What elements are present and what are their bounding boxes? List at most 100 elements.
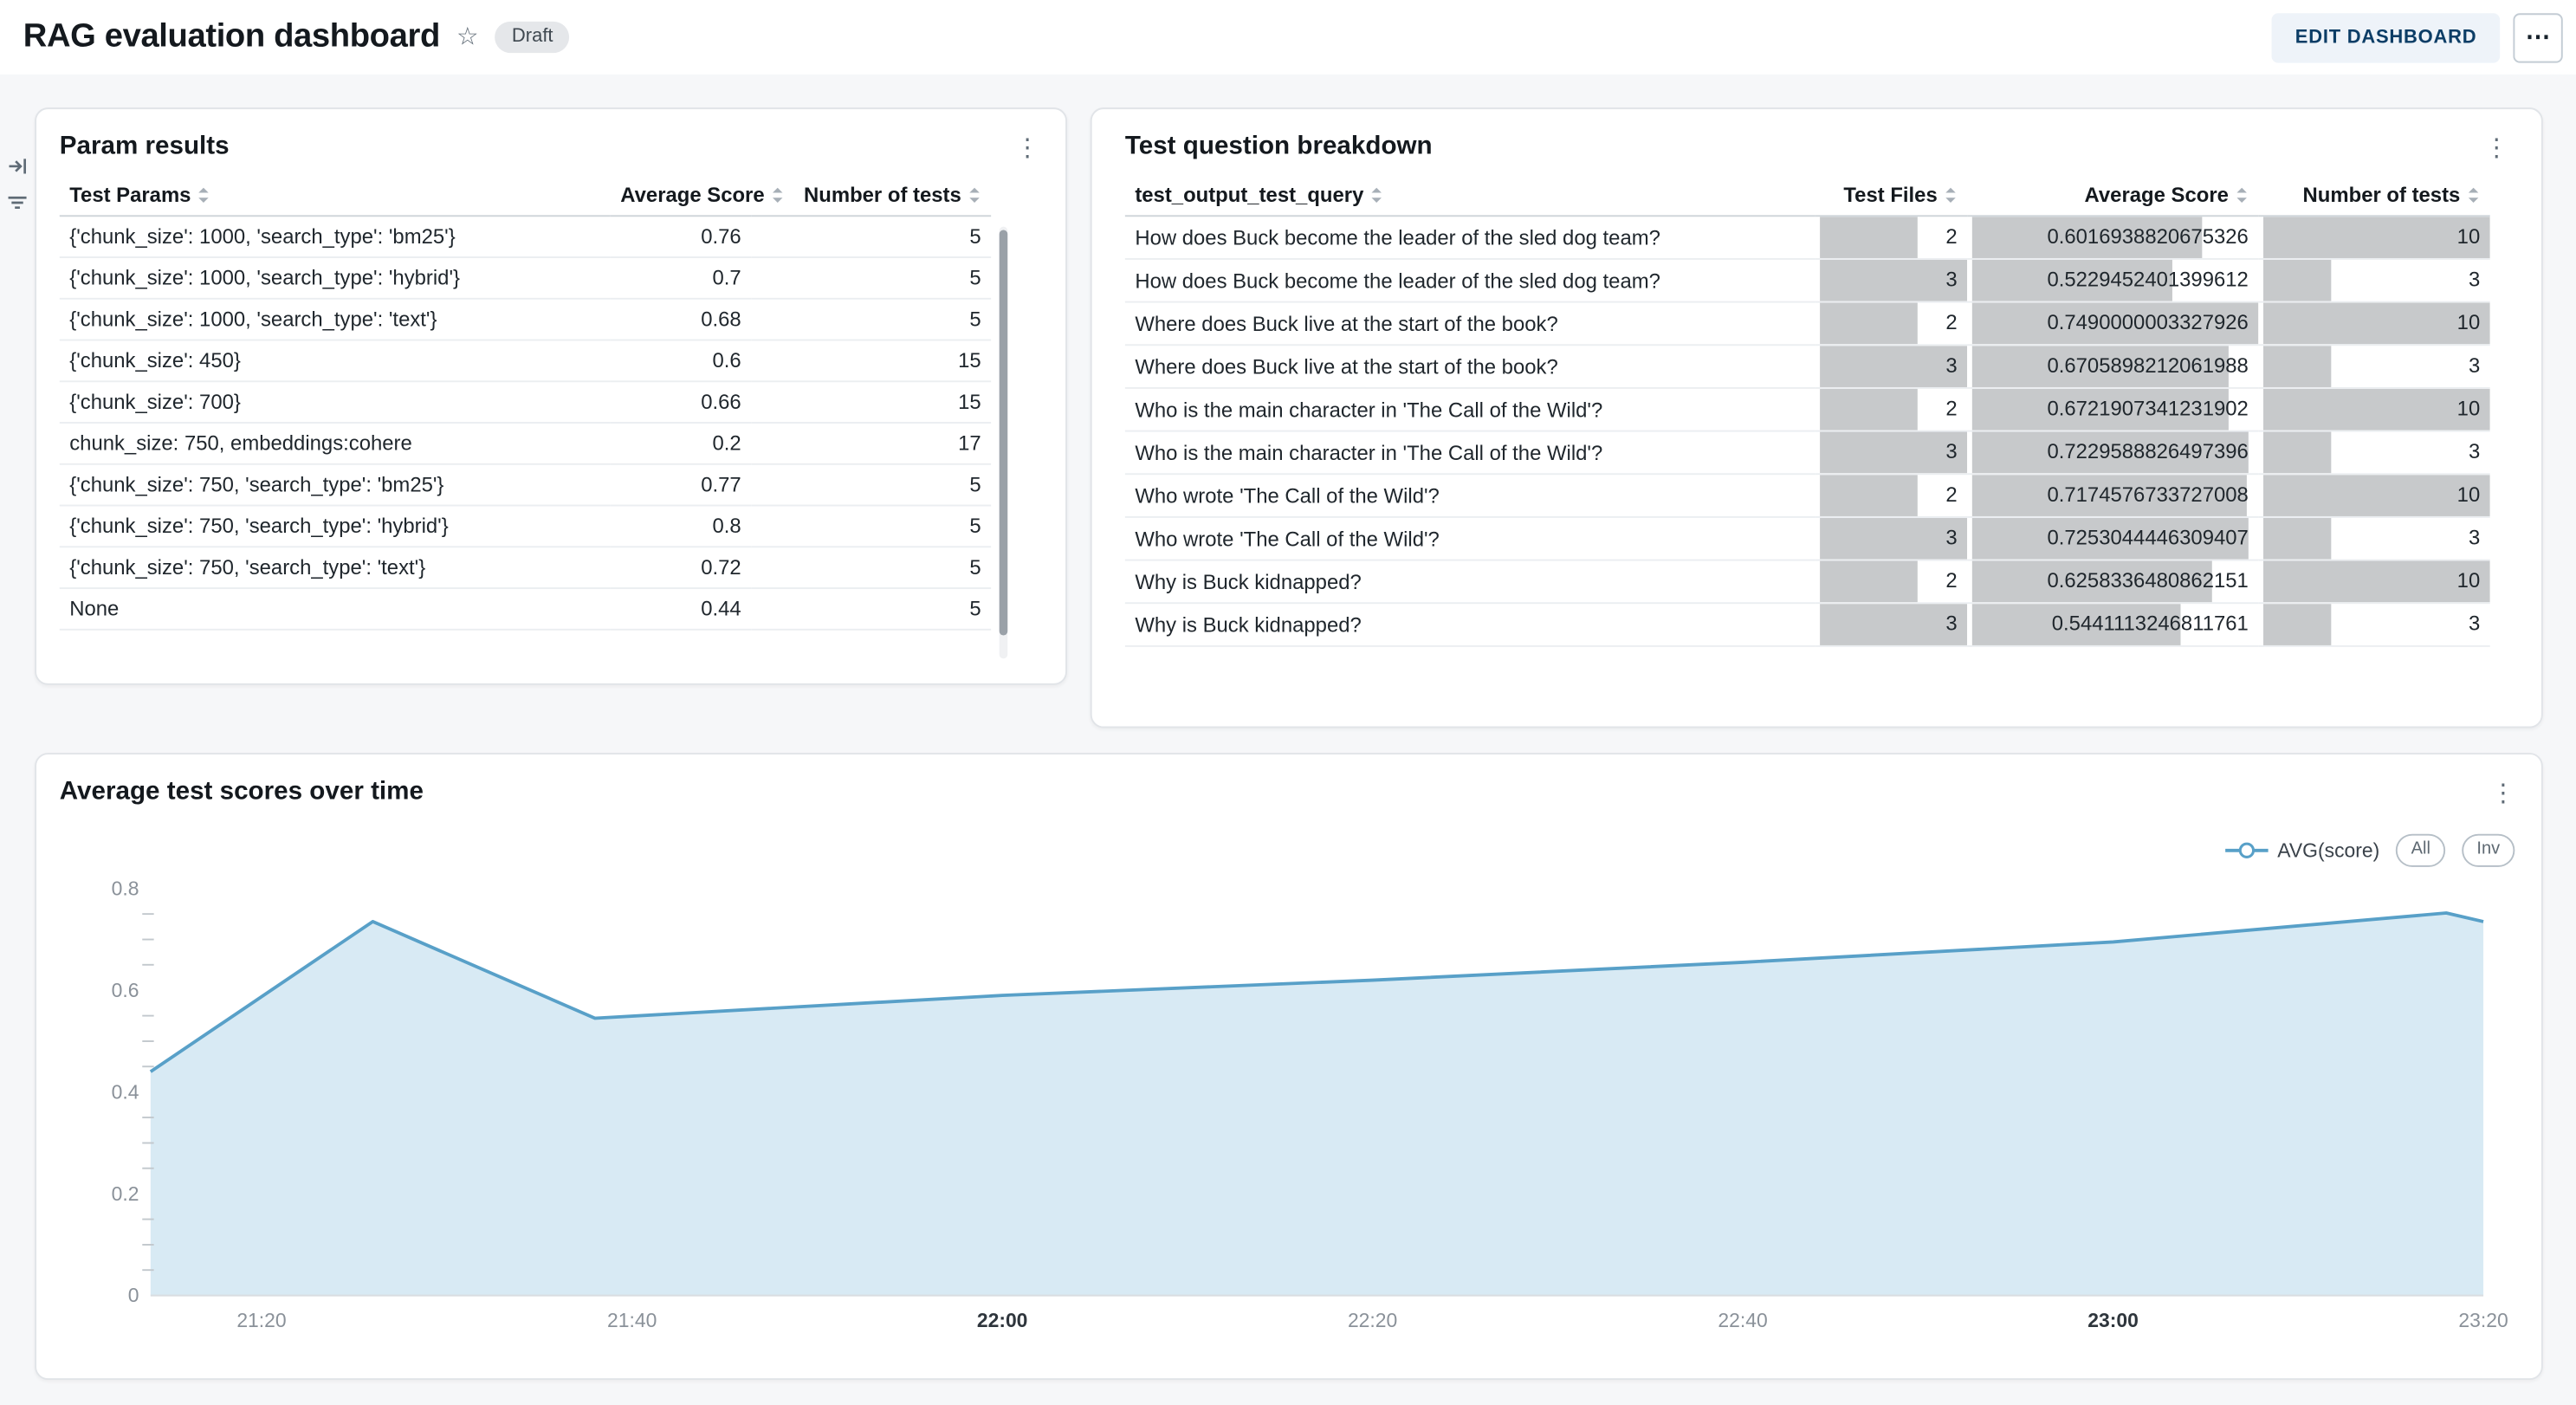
cell-number-of-tests: 5 <box>751 298 992 341</box>
table-row[interactable]: chunk_size: 750, embeddings:cohere 0.2 17 <box>59 423 992 465</box>
sort-icon <box>2236 187 2247 203</box>
column-header-number-of-tests[interactable]: Number of tests <box>2258 175 2490 217</box>
column-header-test-query[interactable]: test_output_test_query <box>1124 175 1815 217</box>
table-row[interactable]: {'chunk_size': 700} 0.66 15 <box>59 381 992 424</box>
cell-number-of-tests: 5 <box>751 588 992 631</box>
table-row[interactable]: Who wrote 'The Call of the Wild'? 2 0.7174… <box>1124 474 2490 518</box>
filter-icon[interactable] <box>7 192 29 214</box>
page-title: RAG evaluation dashboard <box>23 18 441 55</box>
value-bar <box>2263 560 2490 602</box>
cell-value: 3 <box>2468 440 2481 463</box>
table-row[interactable]: {'chunk_size': 750, 'search_type': 'hybr… <box>59 505 992 548</box>
value-bar <box>1971 388 2230 430</box>
table-row[interactable]: {'chunk_size': 1000, 'search_type': 'bm2… <box>59 216 992 258</box>
cell-value: 0.6721907341231902 <box>2047 397 2249 421</box>
cell-test-params: {'chunk_size': 1000, 'search_type': 'hyb… <box>59 257 611 300</box>
legend-inv-button[interactable]: Inv <box>2462 833 2515 867</box>
cell-value: 2 <box>1945 397 1958 421</box>
cell-number-of-tests: 5 <box>751 547 992 589</box>
value-bar <box>2263 604 2332 644</box>
cell-value: 10 <box>2456 311 2481 334</box>
cell-value: 3 <box>2468 526 2481 550</box>
cell-test-query: Why is Buck kidnapped? <box>1124 603 1815 647</box>
table-row[interactable]: Where does Buck live at the start of the… <box>1124 301 2490 346</box>
legend-item[interactable]: AVG(score) <box>2224 838 2379 862</box>
table-scrollbar-track[interactable] <box>999 226 1008 659</box>
value-bar <box>2263 302 2490 344</box>
column-header-average-score[interactable]: Average Score <box>1967 175 2259 217</box>
cell-value: 0.7490000003327926 <box>2047 311 2249 334</box>
kebab-menu-icon[interactable]: ⋮ <box>2490 778 2516 807</box>
table-row[interactable]: {'chunk_size': 750, 'search_type': 'bm25… <box>59 463 992 507</box>
scores-area-chart[interactable]: 0 0.2 0.4 0.6 0.8 21:20 21:40 22:00 22:20 22:40 23… <box>36 871 2541 1367</box>
table-row[interactable]: {'chunk_size': 1000, 'search_type': 'tex… <box>59 298 992 341</box>
cell-average-score: 0.72 <box>610 547 752 589</box>
cell-value: 3 <box>2468 353 2481 378</box>
cell-average-score: 0.6 <box>610 340 752 383</box>
value-bar <box>1820 560 1919 602</box>
cell-average-score: 0.6721907341231902 <box>1967 387 2259 432</box>
value-bar <box>1971 604 2180 644</box>
cell-number-of-tests: 10 <box>2258 560 2490 605</box>
cell-average-score: 0.7490000003327926 <box>1967 301 2259 346</box>
value-bar <box>2263 346 2332 387</box>
value-bar <box>1971 431 2249 473</box>
x-axis-label: 22:00 <box>977 1309 1028 1331</box>
table-row[interactable]: Who wrote 'The Call of the Wild'? 3 0.7253… <box>1124 516 2490 561</box>
table-row[interactable]: Why is Buck kidnapped? 2 0.625833648086215… <box>1124 560 2490 605</box>
sort-icon <box>969 187 980 203</box>
column-header-number-of-tests[interactable]: Number of tests <box>751 175 992 217</box>
cell-average-score: 0.6016938820675326 <box>1967 216 2259 260</box>
y-axis-label: 0.6 <box>112 979 139 1001</box>
more-options-button[interactable]: ⋯ <box>2513 12 2563 62</box>
table-row[interactable]: Who is the main character in 'The Call o… <box>1124 431 2490 476</box>
table-row[interactable]: How does Buck become the leader of the s… <box>1124 258 2490 303</box>
value-bar <box>1820 259 1968 301</box>
favorite-star-icon[interactable]: ☆ <box>456 23 479 52</box>
cell-test-query: Who is the main character in 'The Call o… <box>1124 387 1815 432</box>
table-row[interactable]: {'chunk_size': 450} 0.6 15 <box>59 340 992 383</box>
cell-test-query: How does Buck become the leader of the s… <box>1124 216 1815 260</box>
table-row[interactable]: How does Buck become the leader of the s… <box>1124 216 2490 260</box>
kebab-menu-icon[interactable]: ⋮ <box>1014 133 1040 162</box>
cell-average-score: 0.7174576733727008 <box>1967 474 2259 518</box>
cell-average-score: 0.8 <box>610 505 752 548</box>
cell-value: 3 <box>1945 440 1958 463</box>
cell-test-params: {'chunk_size': 750, 'search_type': 'text… <box>59 547 611 589</box>
cell-test-query: Who wrote 'The Call of the Wild'? <box>1124 474 1815 518</box>
cell-average-score: 0.7253044446309407 <box>1967 516 2259 561</box>
value-bar <box>2263 431 2332 473</box>
cell-average-score: 0.7229588826497396 <box>1967 431 2259 476</box>
cell-average-score: 0.6705898212061988 <box>1967 345 2259 389</box>
value-bar <box>1820 475 1919 515</box>
card-title: Average test scores over time <box>59 777 424 806</box>
table-row[interactable]: Who is the main character in 'The Call o… <box>1124 387 2490 432</box>
cell-test-files: 2 <box>1815 474 1968 518</box>
column-header-test-params[interactable]: Test Params <box>59 175 611 217</box>
expand-panel-icon[interactable] <box>7 156 29 178</box>
x-axis-label: 23:20 <box>2458 1309 2508 1331</box>
cell-value: 0.6705898212061988 <box>2047 353 2249 378</box>
cell-number-of-tests: 3 <box>2258 345 2490 389</box>
column-header-test-files[interactable]: Test Files <box>1815 175 1968 217</box>
legend-all-button[interactable]: All <box>2396 833 2446 867</box>
kebab-menu-icon[interactable]: ⋮ <box>2484 133 2509 162</box>
cell-value: 3 <box>2468 268 2481 292</box>
table-scrollbar-thumb[interactable] <box>999 230 1008 636</box>
table-row[interactable]: Where does Buck live at the start of the… <box>1124 345 2490 389</box>
table-row[interactable]: {'chunk_size': 750, 'search_type': 'text… <box>59 547 992 589</box>
value-bar <box>1820 217 1919 258</box>
column-header-average-score[interactable]: Average Score <box>610 175 783 217</box>
cell-value: 10 <box>2456 482 2481 507</box>
cell-test-query: Where does Buck live at the start of the… <box>1124 345 1815 389</box>
y-axis-label: 0.4 <box>112 1080 139 1103</box>
table-row[interactable]: None 0.44 5 <box>59 588 992 631</box>
value-bar <box>1820 517 1968 559</box>
edit-dashboard-button[interactable]: EDIT DASHBOARD <box>2272 12 2501 62</box>
cell-test-params: {'chunk_size': 1000, 'search_type': 'tex… <box>59 298 611 341</box>
cell-number-of-tests: 3 <box>2258 603 2490 647</box>
value-bar <box>1971 302 2259 344</box>
table-row[interactable]: {'chunk_size': 1000, 'search_type': 'hyb… <box>59 257 992 300</box>
table-row[interactable]: Why is Buck kidnapped? 3 0.544111324681176… <box>1124 603 2490 647</box>
cell-test-query: Who wrote 'The Call of the Wild'? <box>1124 516 1815 561</box>
